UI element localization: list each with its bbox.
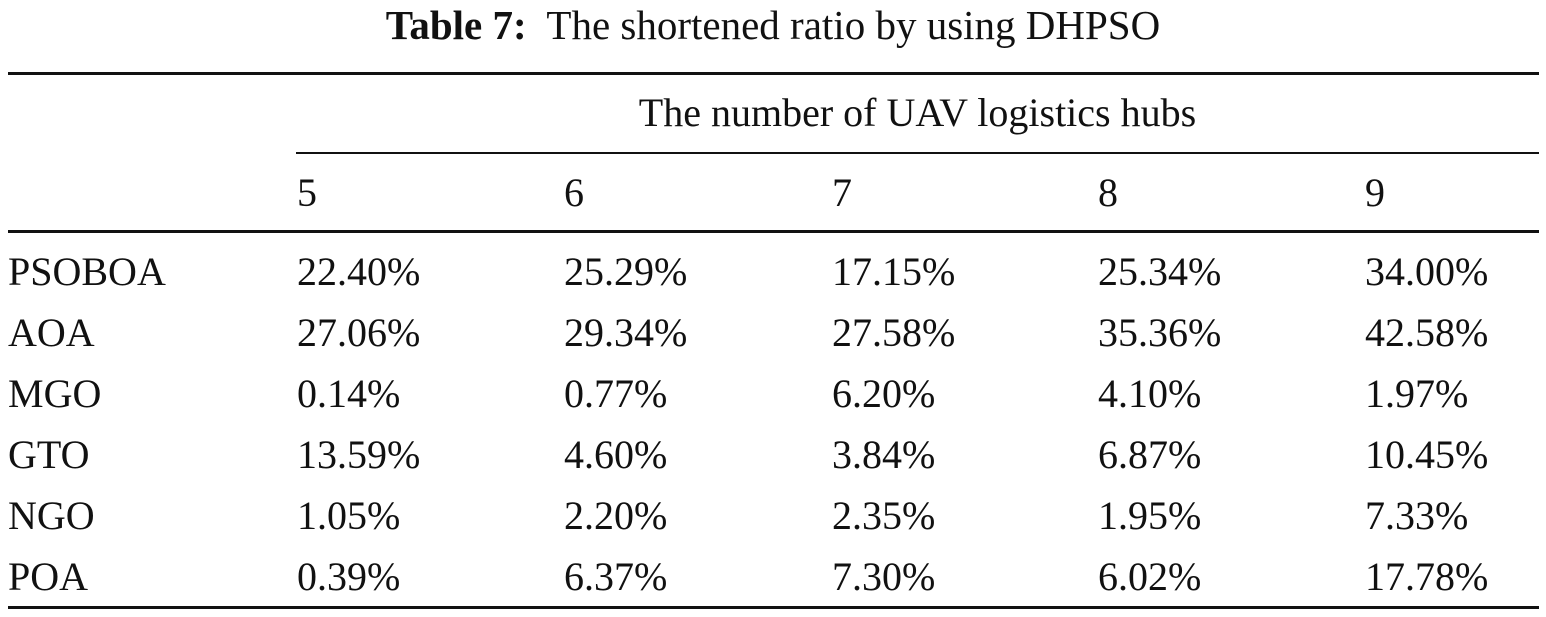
row-label-psoboa: PSOBOA [8,249,166,294]
table-cell: 27.06% [297,310,421,355]
table-cell: 13.59% [297,432,421,477]
table-cell: 29.34% [564,310,688,355]
table-cell: 6.02% [1098,554,1202,599]
column-group-rule [296,152,1539,154]
table-cell: 6.87% [1098,432,1202,477]
table-cell: 4.60% [564,432,668,477]
column-group-header: The number of UAV logistics hubs [638,90,1197,135]
column-header-5: 5 [297,170,317,215]
table-cell: 0.39% [297,554,401,599]
table-caption-label: Table 7: [385,2,527,48]
table-cell: 6.20% [832,371,936,416]
column-header-9: 9 [1365,170,1385,215]
table-cell: 1.97% [1365,371,1469,416]
table-cell: 34.00% [1365,249,1489,294]
table-cell: 3.84% [832,432,936,477]
column-header-6: 6 [564,170,584,215]
table-cell: 25.34% [1098,249,1222,294]
table-cell: 1.05% [297,493,401,538]
table-top-rule [8,72,1539,75]
table-cell: 27.58% [832,310,956,355]
column-header-7: 7 [832,170,852,215]
table-cell: 7.33% [1365,493,1469,538]
table-cell: 10.45% [1365,432,1489,477]
row-label-ngo: NGO [8,493,95,538]
table-cell: 4.10% [1098,371,1202,416]
table-cell: 17.78% [1365,554,1489,599]
table-cell: 2.20% [564,493,668,538]
table-cell: 0.14% [297,371,401,416]
table-cell: 25.29% [564,249,688,294]
table-cell: 17.15% [832,249,956,294]
table-bottom-rule [8,606,1539,609]
table-cell: 35.36% [1098,310,1222,355]
row-label-poa: POA [8,554,89,599]
table-cell: 1.95% [1098,493,1202,538]
table-caption-text: The shortened ratio by using DHPSO [546,2,1161,48]
table-cell: 42.58% [1365,310,1489,355]
table-cell: 7.30% [832,554,936,599]
table-cell: 2.35% [832,493,936,538]
table-cell: 0.77% [564,371,668,416]
table-cell: 22.40% [297,249,421,294]
column-header-8: 8 [1098,170,1118,215]
row-label-aoa: AOA [8,310,95,355]
table-caption: Table 7: The shortened ratio by using DH… [0,0,1546,50]
table-cell: 6.37% [564,554,668,599]
row-label-mgo: MGO [8,371,102,416]
table-header-rule [8,230,1539,233]
row-label-gto: GTO [8,432,90,477]
